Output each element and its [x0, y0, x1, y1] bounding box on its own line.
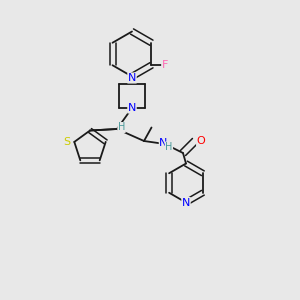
Text: S: S [63, 137, 70, 147]
Text: N: N [128, 103, 136, 113]
Text: N: N [159, 137, 168, 148]
Text: H: H [118, 122, 125, 133]
Text: N: N [182, 197, 190, 208]
Text: H: H [165, 142, 172, 152]
Text: F: F [162, 60, 168, 70]
Text: O: O [196, 136, 206, 146]
Text: N: N [128, 73, 136, 83]
